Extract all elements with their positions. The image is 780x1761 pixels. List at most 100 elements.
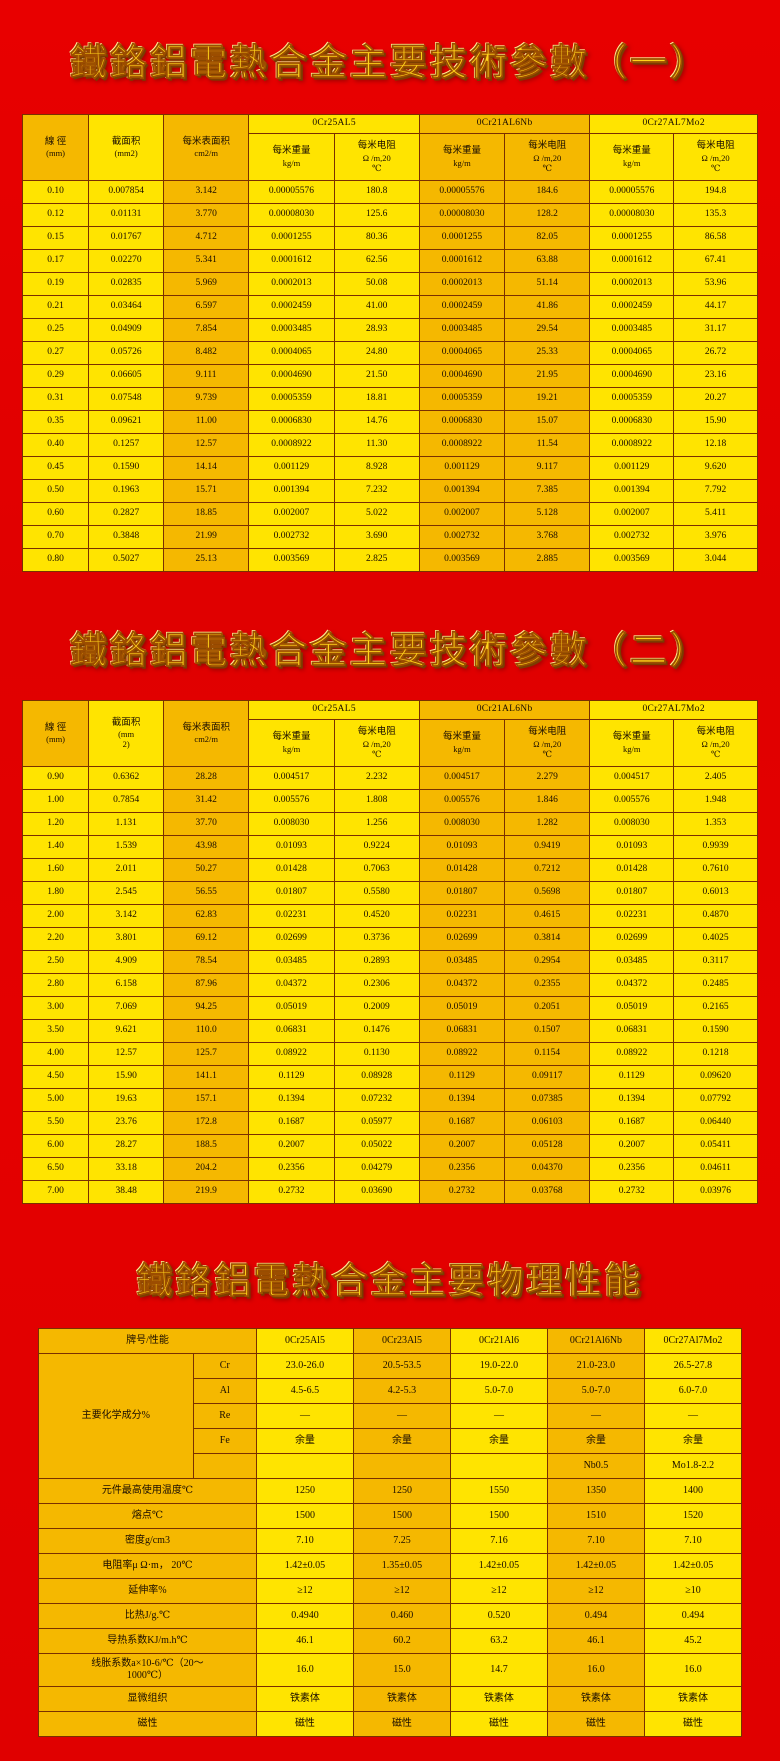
table-row: 1.00 0.7854 31.42 0.005576 1.808 0.005576 1.84…	[21, 789, 758, 813]
table-cell: 0.03976	[673, 1180, 758, 1204]
header-alloy-column: 0Cr21Al6Nb	[546, 1328, 645, 1354]
table-cell: 188.5	[163, 1134, 250, 1158]
table-cell: 18.85	[163, 502, 250, 526]
table-cell: 0.003569	[589, 548, 675, 572]
table-cell: 0.0001612	[589, 249, 675, 273]
physical-table-wrapper: 牌号/性能 0Cr25Al5 0Cr23Al5 0Cr21Al6 0Cr21Al6Nb 0…	[0, 1328, 780, 1761]
table-cell: 0.1507	[504, 1019, 591, 1043]
table-cell: 26.72	[673, 341, 758, 365]
table-cell: 4.712	[163, 226, 250, 250]
table-cell: 184.6	[504, 180, 591, 204]
table-cell: 3.770	[163, 203, 250, 227]
table-cell: 余量	[449, 1428, 548, 1454]
table-cell: 0.08928	[333, 1065, 420, 1089]
table-cell: 0.1963	[88, 479, 165, 503]
table-cell: 7.25	[352, 1528, 451, 1554]
header-alloy-column: 0Cr27Al7Mo2	[643, 1328, 743, 1354]
table-cell: 15.90	[673, 410, 758, 434]
table-row: 0.15 0.01767 4.712 0.0001255 80.36 0.0001255 8…	[21, 226, 758, 250]
table-cell: 0.2165	[673, 996, 758, 1020]
table-cell: 0.002007	[418, 502, 506, 526]
table-cell: 0.03464	[88, 295, 165, 319]
table-cell: 12.57	[163, 433, 250, 457]
table-row: 0.50 0.1963 15.71 0.001394 7.232 0.001394 7.38…	[21, 479, 758, 503]
table-cell: 2.885	[504, 548, 591, 572]
table-cell: 0.7063	[333, 858, 420, 882]
table-cell: 0.2007	[589, 1134, 675, 1158]
table-cell: 1520	[643, 1503, 743, 1529]
table-cell: 0.05977	[333, 1111, 420, 1135]
table-row: 6.50 33.18 204.2 0.2356 0.04279 0.2356 0.04370…	[21, 1157, 758, 1181]
header-cross-section-area: 截面积(mm2)	[88, 114, 165, 181]
table-cell: 0.01093	[589, 835, 675, 859]
table-cell: 128.2	[504, 203, 591, 227]
table-cell: 125.6	[333, 203, 420, 227]
table-cell: 铁素体	[352, 1686, 451, 1712]
header-surface-per-meter: 每米表面积 cm2/m	[163, 114, 250, 181]
table-row: 2.00 3.142 62.83 0.02231 0.4520 0.02231 0.4615…	[21, 904, 758, 928]
header-weight-per-meter: 每米重量 kg/m	[589, 133, 675, 181]
table-cell: 0.2007	[418, 1134, 506, 1158]
table-cell: 0.0004690	[589, 364, 675, 388]
table-cell: 0.06831	[589, 1019, 675, 1043]
table-row: 1.80 2.545 56.55 0.01807 0.5580 0.01807 0.5698…	[21, 881, 758, 905]
table-cell: 0.04909	[88, 318, 165, 342]
row-label-property: 密度g/cm3	[38, 1528, 257, 1554]
table-cell: 0.3848	[88, 525, 165, 549]
table-cell: 铁素体	[546, 1686, 645, 1712]
header-grade-property: 牌号/性能	[38, 1328, 257, 1354]
table-cell: 0.27	[21, 341, 90, 365]
table-cell: 19.63	[88, 1088, 165, 1112]
table-cell: 0.1476	[333, 1019, 420, 1043]
table-cell: 11.00	[163, 410, 250, 434]
table-cell: 7.00	[21, 1180, 90, 1204]
table-cell: 21.95	[504, 364, 591, 388]
table-cell: 16.0	[546, 1653, 645, 1687]
table-row: 5.00 19.63 157.1 0.1394 0.07232 0.1394 0.07385…	[21, 1088, 758, 1112]
table-cell: 0.004517	[418, 766, 506, 790]
table-cell: 0.494	[643, 1603, 743, 1629]
table-cell: 0.02699	[589, 927, 675, 951]
header-resistance-per-meter: 每米电阻 Ω /m,20 ℃	[504, 719, 591, 767]
table-row: 6.00 28.27 188.5 0.2007 0.05022 0.2007 0.05128…	[21, 1134, 758, 1158]
table-row: 0.27 0.05726 8.482 0.0004065 24.80 0.0004065 2…	[21, 341, 758, 365]
table-cell: 0.04372	[589, 973, 675, 997]
table-cell: 5.0-7.0	[546, 1378, 645, 1404]
table-cell: 铁素体	[449, 1686, 548, 1712]
table-cell: 19.21	[504, 387, 591, 411]
table-cell: 2.00	[21, 904, 90, 928]
table-cell: 0.1687	[589, 1111, 675, 1135]
table-cell: 磁性	[643, 1711, 743, 1737]
table-cell: 0.0006830	[589, 410, 675, 434]
table-row: 0.19 0.02835 5.969 0.0002013 50.08 0.0002013 5…	[21, 272, 758, 296]
table-cell: 0.5698	[504, 881, 591, 905]
section-title-3-banner: 鐵鉻鋁電熱合金主要物理性能	[0, 1214, 780, 1328]
table-cell: 2.80	[21, 973, 90, 997]
table-cell: 5.022	[333, 502, 420, 526]
table-cell: 1500	[352, 1503, 451, 1529]
table-cell: 0.08922	[248, 1042, 335, 1066]
table-cell: 0.40	[21, 433, 90, 457]
table-cell: 0.01807	[589, 881, 675, 905]
table-row: 主要化学成分% Cr 23.0-26.0 20.5-53.5 19.0-22.0 21.0…	[38, 1353, 743, 1479]
table-cell: 0.0004065	[418, 341, 506, 365]
table-cell: 69.12	[163, 927, 250, 951]
table-cell: 23.76	[88, 1111, 165, 1135]
table-cell: 24.80	[333, 341, 420, 365]
table-cell: 4.909	[88, 950, 165, 974]
table-cell: 51.14	[504, 272, 591, 296]
table-cell: 0.0005359	[248, 387, 335, 411]
table-row: 2.50 4.909 78.54 0.03485 0.2893 0.03485 0.2954…	[21, 950, 758, 974]
table-cell: 0.00005576	[589, 180, 675, 204]
table-cell: 0.2007	[248, 1134, 335, 1158]
table-cell: 62.56	[333, 249, 420, 273]
table-cell: 87.96	[163, 973, 250, 997]
table-cell: 5.0-7.0	[449, 1378, 548, 1404]
table-cell: 0.09117	[504, 1065, 591, 1089]
table-cell: 余量	[546, 1428, 645, 1454]
table-cell: 37.70	[163, 812, 250, 836]
table-cell: 2.011	[88, 858, 165, 882]
table-row: 0.80 0.5027 25.13 0.003569 2.825 0.003569 2.88…	[21, 548, 758, 572]
